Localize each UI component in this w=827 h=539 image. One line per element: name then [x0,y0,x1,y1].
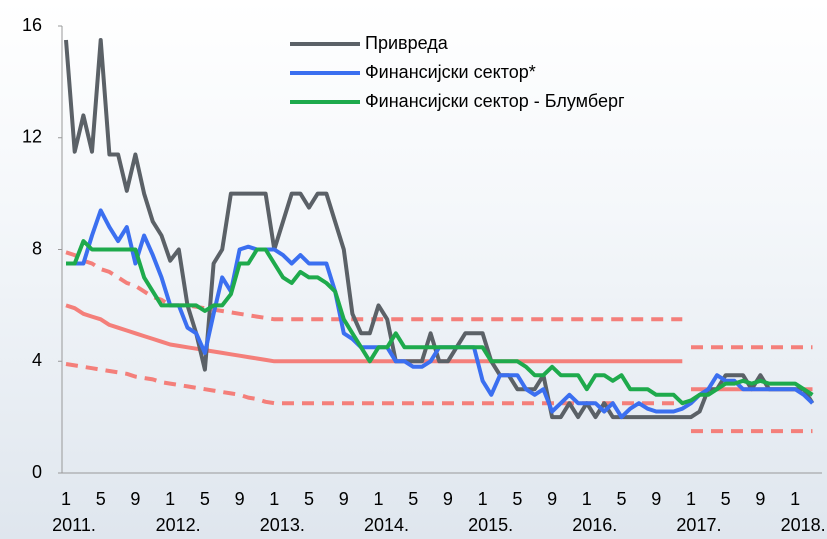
x-tick-label: 1 [686,489,696,509]
x-tick-label: 9 [755,489,765,509]
year-label: 2015. [468,515,513,535]
series-line [64,38,815,420]
x-tick-label: 1 [373,489,383,509]
year-label: 2011. [52,515,96,535]
series-line [66,239,814,406]
x-tick-label: 9 [235,489,245,509]
x-tick-label: 5 [304,489,314,509]
y-tick-label: 16 [22,15,42,35]
reference-line [65,362,683,406]
x-tick-label: 1 [582,489,592,509]
x-tick-label: 1 [269,489,279,509]
y-tick-label: 12 [22,127,42,147]
x-tick-label: 1 [790,489,800,509]
legend-label: Финансијски сектор - Блумберг [365,91,625,111]
reference-line [65,303,683,364]
x-tick-label: 5 [200,489,210,509]
x-tick-label: 5 [408,489,418,509]
year-label: 2017. [676,515,721,535]
year-label: 2016. [572,515,617,535]
y-tick-label: 8 [32,238,42,258]
y-tick-label: 4 [32,350,42,370]
x-tick-label: 9 [339,489,349,509]
x-tick-label: 5 [617,489,627,509]
x-tick-label: 9 [547,489,557,509]
x-tick-label: 5 [512,489,522,509]
y-tick-label: 0 [32,462,42,482]
x-tick-label: 1 [165,489,175,509]
year-label: 2013. [260,515,305,535]
year-label: 2012. [156,515,201,535]
x-tick-label: 9 [130,489,140,509]
year-label: 2018. [781,515,826,535]
x-tick-label: 1 [478,489,488,509]
x-tick-label: 9 [443,489,453,509]
x-tick-label: 5 [96,489,106,509]
x-tick-label: 5 [721,489,731,509]
year-label: 2014. [364,515,409,535]
x-tick-label: 9 [651,489,661,509]
legend-label: Финансијски сектор* [365,62,536,82]
x-tick-label: 1 [61,489,71,509]
legend-label: Привреда [365,33,449,53]
